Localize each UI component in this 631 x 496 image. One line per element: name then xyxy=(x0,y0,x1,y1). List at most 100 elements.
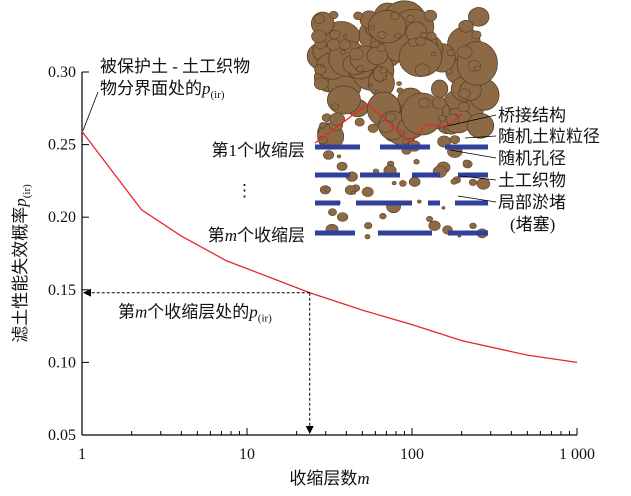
layer-label-part: 第 xyxy=(208,226,225,245)
soil-particle xyxy=(337,213,348,222)
soil-particle xyxy=(431,52,435,56)
soil-particle xyxy=(314,14,325,23)
soil-particle xyxy=(375,90,379,93)
soil-particle xyxy=(469,179,477,185)
soil-particle xyxy=(340,50,345,54)
soil-particle xyxy=(414,159,420,164)
geotextile xyxy=(412,173,440,178)
soil-particle xyxy=(364,222,371,228)
soil-particle xyxy=(380,213,387,219)
layer-label-part: ⋮ xyxy=(236,181,253,200)
inset-legend-label: 局部淤堵 xyxy=(498,193,566,212)
geotextile xyxy=(360,173,400,178)
soil-particle xyxy=(325,187,331,192)
soil-particle xyxy=(319,122,326,128)
soil-particle xyxy=(391,12,400,20)
inset-legend-label: (堵塞) xyxy=(510,215,555,234)
soil-particle xyxy=(459,89,471,99)
soil-particle xyxy=(459,20,473,32)
soil-particle xyxy=(314,78,328,90)
annotation-part: 第 xyxy=(118,303,135,322)
annotation-part: 被保护土 - 土工织物 xyxy=(100,57,250,76)
soil-particle xyxy=(442,207,445,210)
inset-legend-label: 随机土粒粒径 xyxy=(498,127,600,146)
soil-particle xyxy=(458,102,469,112)
x-tick-label: 100 xyxy=(400,446,424,463)
y-tick-label: 0.25 xyxy=(48,137,76,154)
soil-particle xyxy=(352,191,356,195)
inset-legend-label: 随机孔径 xyxy=(498,149,566,168)
soil-particle xyxy=(451,179,458,185)
x-axis-label: 收缩层数m xyxy=(289,469,369,488)
annotation-part: m xyxy=(135,303,147,322)
layer-label: 第1个收缩层 xyxy=(212,141,306,160)
soil-particle xyxy=(458,46,473,58)
soil-particle xyxy=(397,88,403,93)
geotextile xyxy=(445,145,488,150)
soil-particle xyxy=(371,38,376,42)
y-axis-label: 滤土性能失效概率p(ir) xyxy=(11,184,33,343)
annotation: 被保护土 - 土工织物 xyxy=(100,57,250,76)
y-tick-label: 0.20 xyxy=(48,209,76,226)
annotation-part: p xyxy=(248,303,258,322)
geotextile xyxy=(315,201,340,206)
soil-particle xyxy=(328,209,336,216)
annotation-part: p xyxy=(201,79,211,98)
annotation: 物分界面处的p(ir) xyxy=(100,79,225,101)
soil-particle xyxy=(370,84,373,87)
annotation-part: (ir) xyxy=(258,313,272,325)
soil-particle xyxy=(447,50,455,56)
soil-particle xyxy=(370,26,374,30)
soil-particle xyxy=(337,162,347,171)
soil-particle xyxy=(378,32,386,39)
soil-particle xyxy=(416,37,426,45)
soil-particle xyxy=(362,187,373,196)
soil-particle xyxy=(477,178,490,189)
annotation-leader xyxy=(83,92,98,131)
y-axis-label-part: (ir) xyxy=(21,184,33,198)
annotation-part: 个收缩层处的 xyxy=(147,303,249,322)
soil-particle xyxy=(439,115,446,121)
soil-particle xyxy=(311,30,326,43)
soil-particle xyxy=(320,64,323,67)
soil-particle xyxy=(474,66,480,71)
soil-particle xyxy=(397,82,402,86)
soil-particle xyxy=(472,31,481,39)
y-axis-label-part: p xyxy=(11,198,30,208)
geotextile xyxy=(458,173,488,178)
soil-particle xyxy=(432,97,446,109)
geotextile xyxy=(378,231,432,236)
soil-particle xyxy=(383,76,387,79)
inset-diagram xyxy=(307,1,499,239)
soil-particle xyxy=(353,12,362,20)
soil-particle xyxy=(379,120,393,132)
soil-particle xyxy=(332,104,339,110)
y-tick-label: 0.10 xyxy=(48,354,76,371)
soil-particle xyxy=(329,11,338,19)
soil-particle xyxy=(417,200,421,203)
soil-particle xyxy=(470,223,477,229)
geotextile xyxy=(315,173,350,178)
x-tick-label: 10 xyxy=(239,446,255,463)
layer-label: 第m个收缩层 xyxy=(208,226,305,245)
soil-particle xyxy=(337,155,341,158)
geotextile xyxy=(315,231,355,236)
soil-particle xyxy=(368,124,378,133)
annotation-part: (ir) xyxy=(211,89,225,101)
soil-particle xyxy=(327,39,340,50)
layer-label-part: 个收缩层 xyxy=(237,226,305,245)
soil-particle xyxy=(429,221,440,231)
soil-particle xyxy=(399,180,406,186)
y-tick-label: 0.15 xyxy=(48,282,76,299)
soil-particle xyxy=(463,160,470,166)
y-axis-label-part: 滤土性能失效概率 xyxy=(11,207,30,343)
soil-particle xyxy=(467,114,494,139)
geotextile xyxy=(455,201,488,206)
layer-label: ⋮ xyxy=(236,181,253,200)
x-tick-label: 1 000 xyxy=(559,446,595,463)
x-axis-label-part: 收缩层数 xyxy=(289,469,357,488)
y-tick-label: 0.30 xyxy=(48,64,76,81)
soil-particle xyxy=(330,113,345,126)
soil-particle xyxy=(426,216,432,221)
soil-particle xyxy=(419,98,431,108)
